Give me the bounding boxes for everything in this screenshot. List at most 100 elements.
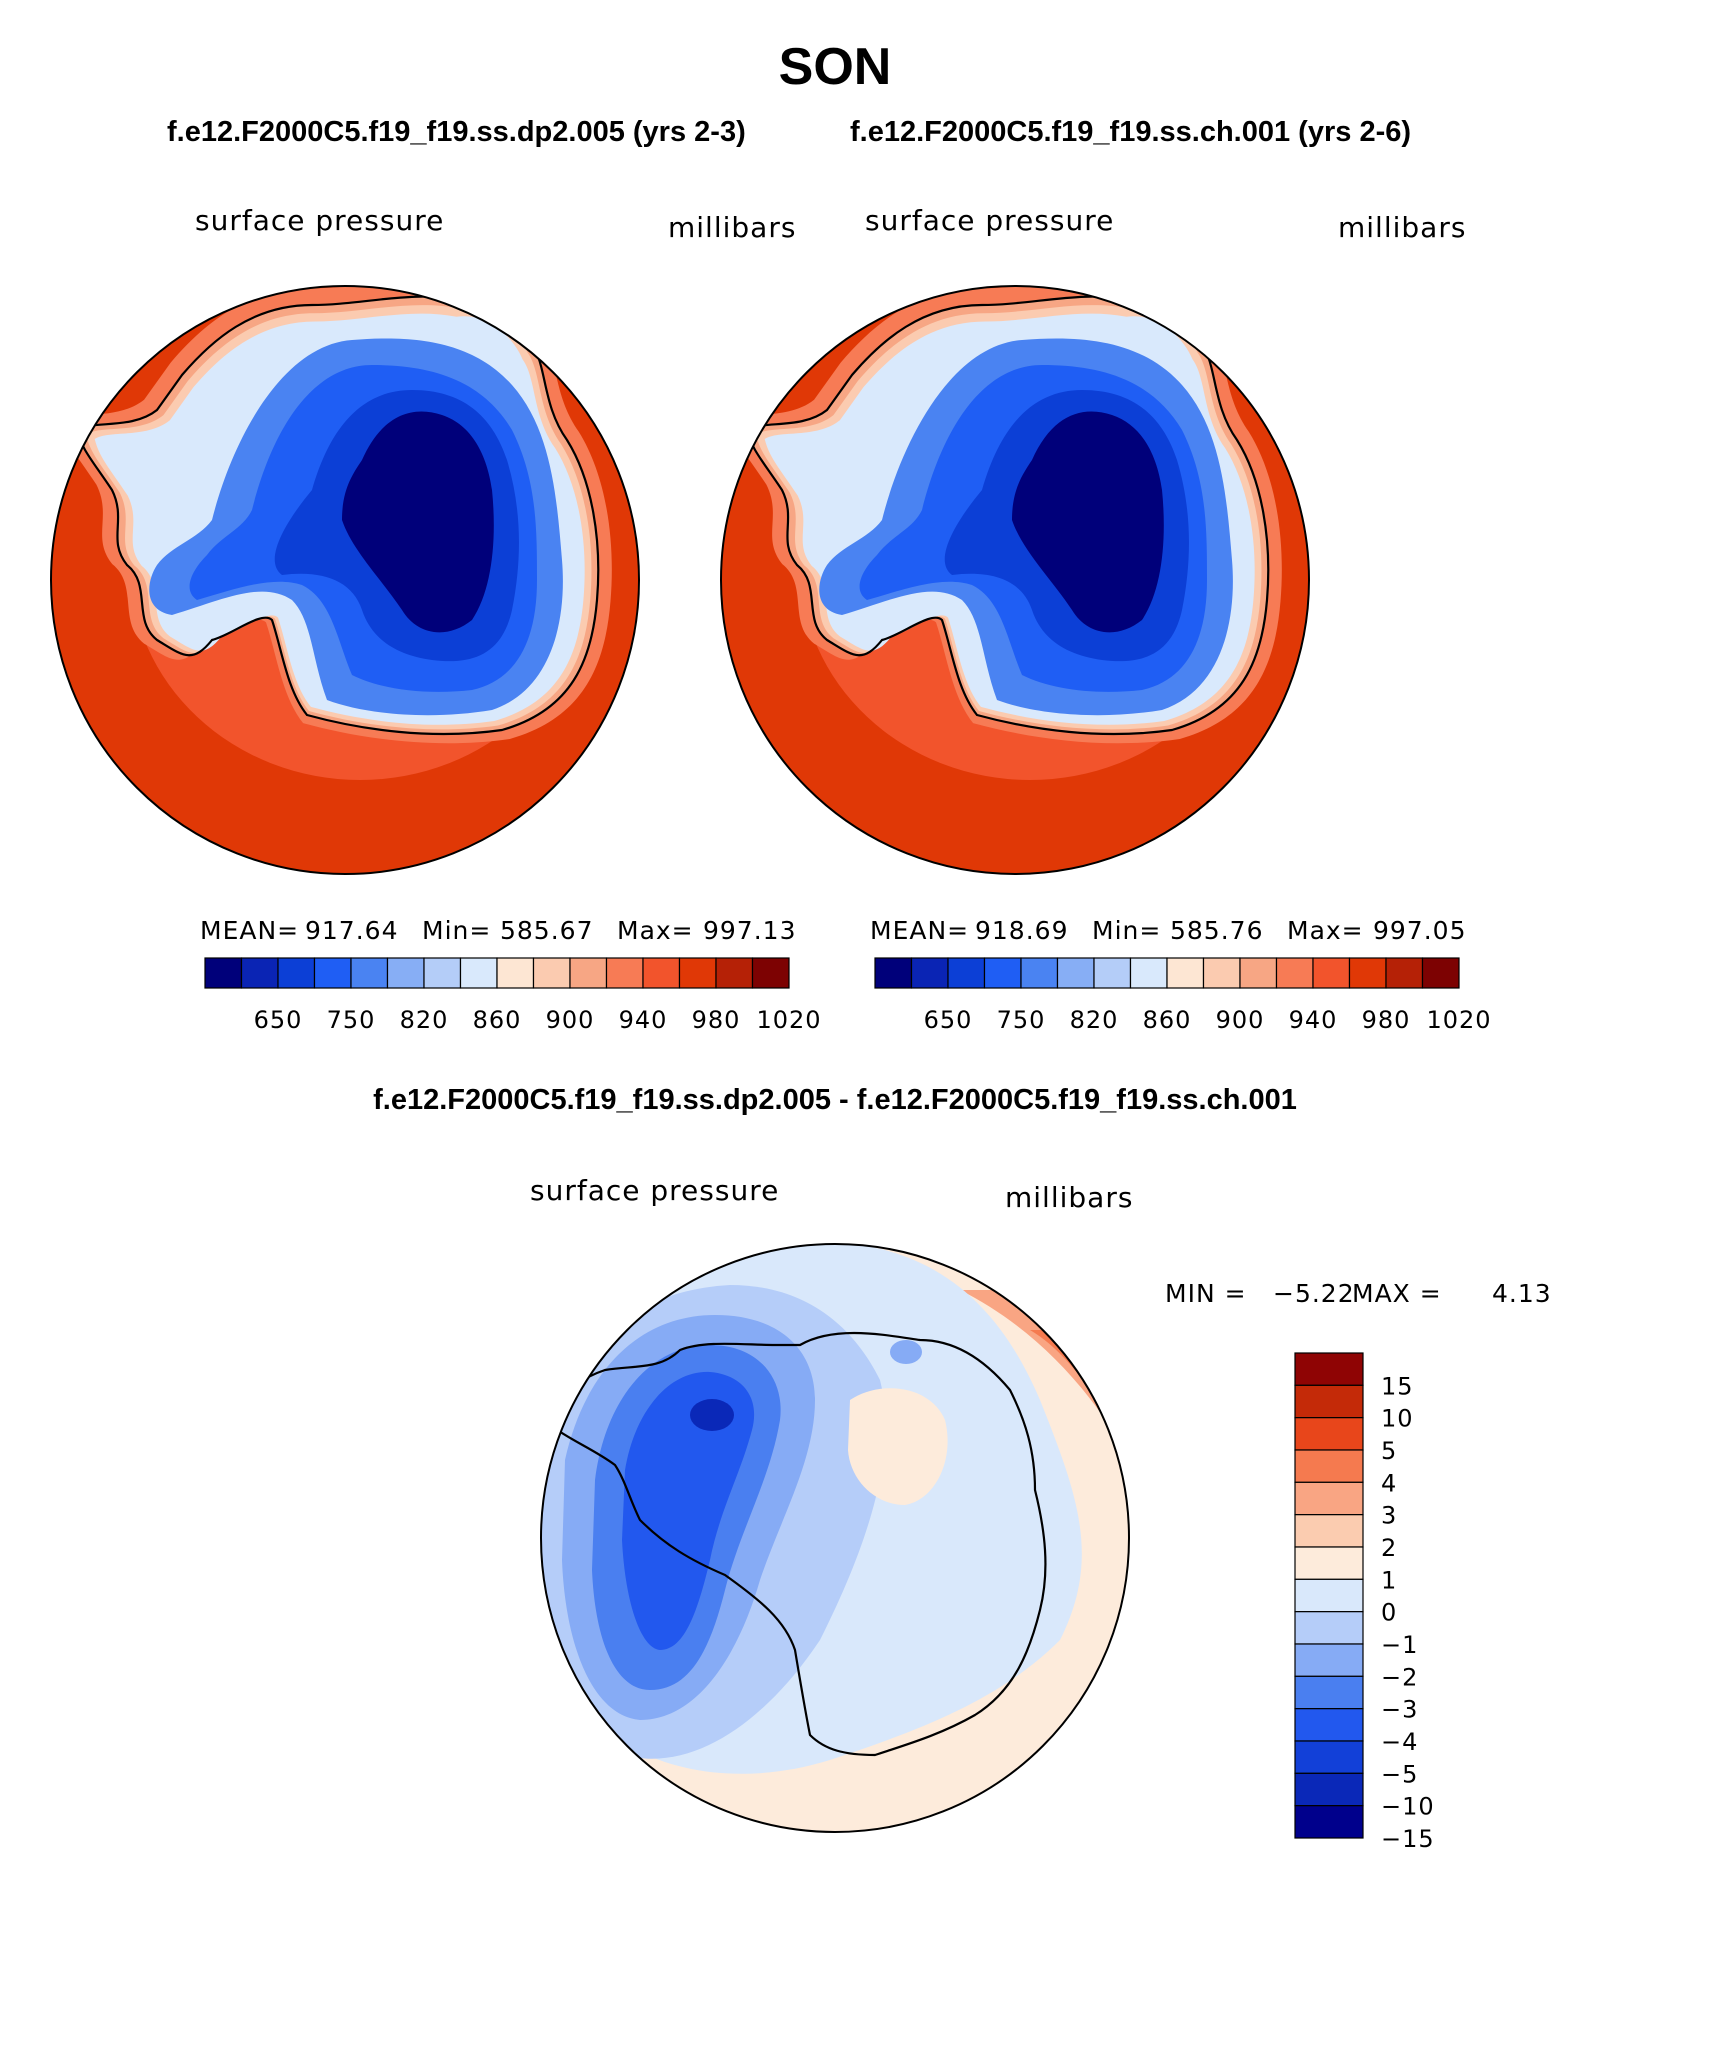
- diff-colorbar-box-1: [1294, 1384, 1364, 1419]
- panel-a-colorbar-box-6: [423, 957, 462, 989]
- diff-colorbar-tick-label: 4: [1381, 1469, 1397, 1497]
- panel-b-colorbar-tick-label: 820: [1070, 1006, 1119, 1034]
- panel-a-colorbar-box-2: [277, 957, 316, 989]
- panel-a-mean-value: 917.64: [305, 916, 398, 945]
- panel-a-mean-label: MEAN=: [200, 916, 299, 945]
- panel-b-colorbar-box-1: [910, 957, 949, 989]
- panel-difference: surface pressure millibars MIN = −5.22 M…: [530, 1174, 1552, 1853]
- diff-colorbar-box-12: [1294, 1740, 1364, 1774]
- panel-a-colorbar-box-14: [715, 957, 754, 989]
- panel-a-colorbar-box-1: [240, 957, 279, 989]
- panel-a-colorbar-box-3: [313, 957, 352, 989]
- panel-a-map: [51, 286, 639, 874]
- diff-stats: MIN = −5.22 MAX = 4.13: [1165, 1279, 1552, 1308]
- panel-b-min-label: Min=: [1092, 916, 1161, 945]
- panel-b-colorbar-tick-label: 1020: [1426, 1006, 1491, 1034]
- diff-colorbar-tick-label: 2: [1381, 1534, 1397, 1562]
- case-b-header: f.e12.F2000C5.f19_f19.ss.ch.001 (yrs 2-6…: [850, 116, 1411, 148]
- diff-colorbar-box-7: [1294, 1578, 1364, 1613]
- panel-b-colorbar-tick-label: 750: [997, 1006, 1046, 1034]
- diff-map: [541, 1244, 1129, 1832]
- panel-b-colorbar-box-10: [1239, 957, 1278, 989]
- panel-b-colorbar-box-7: [1129, 957, 1168, 989]
- diff-colorbar-box-4: [1294, 1481, 1364, 1516]
- panel-b-variable-title: surface pressure: [865, 204, 1114, 237]
- diff-small-negative-patch: [890, 1340, 922, 1364]
- figure-title: SON: [779, 38, 892, 96]
- panel-b-colorbar-box-2: [947, 957, 986, 989]
- diff-map-border: [540, 1243, 1130, 1833]
- diff-colorbar-box-0: [1294, 1352, 1364, 1386]
- diff-colorbar-tick-label: −3: [1381, 1696, 1418, 1724]
- panel-a-colorbar-tick-label: 940: [619, 1006, 668, 1034]
- diff-units: millibars: [1005, 1181, 1133, 1214]
- diff-colorbar-box-14: [1294, 1805, 1364, 1839]
- diff-colorbar-tick-label: 5: [1381, 1437, 1397, 1465]
- panel-a-colorbar-box-9: [532, 957, 571, 989]
- panel-b-colorbar-box-5: [1056, 957, 1095, 989]
- panel-a-colorbar-box-10: [569, 957, 608, 989]
- panel-a-colorbar-box-4: [350, 957, 389, 989]
- diff-interior-positive: [848, 1388, 948, 1505]
- diff-colorbar-box-5: [1294, 1514, 1364, 1548]
- panel-a-colorbar-tick-label: 980: [692, 1006, 741, 1034]
- diff-colorbar-tick-label: 15: [1381, 1372, 1414, 1400]
- panel-a-colorbar-box-13: [678, 957, 717, 989]
- panel-a-colorbar-tick-label: 1020: [756, 1006, 821, 1034]
- panel-b-colorbar-box-0: [874, 957, 913, 989]
- case-a-header: f.e12.F2000C5.f19_f19.ss.dp2.005 (yrs 2-…: [167, 116, 746, 148]
- panel-b-colorbar-box-14: [1385, 957, 1424, 989]
- panel-a-colorbar-box-11: [605, 957, 644, 989]
- diff-colorbar-tick-label: −1: [1381, 1631, 1418, 1659]
- panel-b-max-value: 997.05: [1373, 916, 1466, 945]
- panel-a-variable-title: surface pressure: [195, 204, 444, 237]
- panel-a-colorbar: 650 750 820 860 900 940 980 1020: [204, 957, 821, 1034]
- diff-header: f.e12.F2000C5.f19_f19.ss.dp2.005 - f.e12…: [373, 1084, 1297, 1116]
- panel-a-max-value: 997.13: [703, 916, 796, 945]
- diff-colorbar-box-11: [1294, 1708, 1364, 1742]
- diff-max-value: 4.13: [1492, 1279, 1552, 1308]
- diff-min-label: MIN =: [1165, 1279, 1247, 1308]
- diff-min-value: −5.22: [1273, 1279, 1355, 1308]
- diff-colorbar-tick-label: −4: [1381, 1728, 1418, 1756]
- diff-colorbar-box-6: [1294, 1546, 1364, 1580]
- panel-b-colorbar-tick-label: 940: [1289, 1006, 1338, 1034]
- panel-a-colorbar-tick-label: 900: [546, 1006, 595, 1034]
- panel-a-min-label: Min=: [422, 916, 491, 945]
- diff-colorbar-tick-label: −5: [1381, 1760, 1418, 1788]
- panel-a-colorbar-tick-label: 820: [400, 1006, 449, 1034]
- panel-a-min-value: 585.67: [500, 916, 593, 945]
- diff-colorbar-tick-label: −10: [1381, 1793, 1435, 1821]
- diff-colorbar-tick-label: 1: [1381, 1566, 1397, 1594]
- panel-a-colorbar-box-0: [204, 957, 243, 989]
- panel-a-map-border: [50, 285, 640, 875]
- panel-b-colorbar-box-8: [1166, 957, 1205, 989]
- diff-negative-band-4: [622, 1371, 755, 1650]
- panel-a-colorbar-box-7: [459, 957, 498, 989]
- diff-colorbar-box-2: [1294, 1417, 1364, 1451]
- diff-max-label: MAX =: [1352, 1279, 1442, 1308]
- panel-b-map-border: [720, 285, 1310, 875]
- panel-b-colorbar-tick-label: 860: [1143, 1006, 1192, 1034]
- panel-a-colorbar-box-8: [496, 957, 535, 989]
- panel-b-colorbar-tick-label: 900: [1216, 1006, 1265, 1034]
- diff-colorbar-box-10: [1294, 1675, 1364, 1710]
- panel-b-colorbar-tick-label: 980: [1362, 1006, 1411, 1034]
- diff-variable-title: surface pressure: [530, 1174, 779, 1207]
- panel-b-colorbar-box-6: [1093, 957, 1132, 989]
- panel-a-stats: MEAN= 917.64 Min= 585.67 Max= 997.13: [200, 916, 796, 945]
- panel-a-colorbar-tick-label: 650: [254, 1006, 303, 1034]
- panel-b-units: millibars: [1338, 211, 1466, 244]
- panel-b-colorbar-box-12: [1312, 957, 1351, 989]
- panel-b-stats: MEAN= 918.69 Min= 585.76 Max= 997.05: [870, 916, 1466, 945]
- panel-case-a: surface pressure millibars MEAN= 917.64 …: [50, 204, 821, 1034]
- panel-case-b: surface pressure millibars MEAN= 918.69 …: [720, 204, 1491, 1034]
- diff-colorbar-tick-label: 0: [1381, 1599, 1397, 1627]
- panel-b-colorbar-box-11: [1275, 957, 1314, 989]
- panel-a-colorbar-box-12: [642, 957, 681, 989]
- panel-b-colorbar-tick-label: 650: [924, 1006, 973, 1034]
- panel-a-colorbar-tick-label: 860: [473, 1006, 522, 1034]
- diff-colorbar-box-13: [1294, 1772, 1364, 1807]
- panel-a-max-label: Max=: [617, 916, 694, 945]
- diff-negative-core: [690, 1399, 734, 1431]
